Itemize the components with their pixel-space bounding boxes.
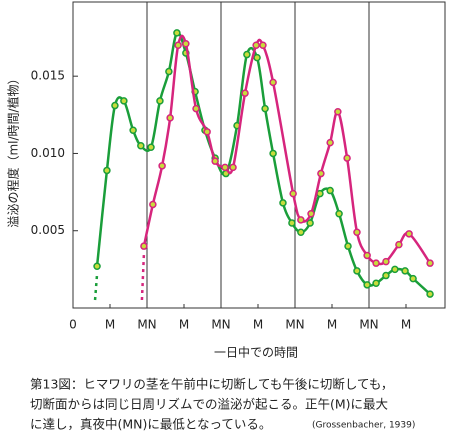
caption-line: 切断面からは同じ日周リズムでの溢泌が起こる。正午(M)に最大 bbox=[30, 397, 388, 412]
point bbox=[158, 162, 166, 170]
x-axis-label: 一日中での時間 bbox=[214, 345, 298, 360]
point bbox=[372, 279, 380, 288]
lead-in bbox=[93, 274, 99, 301]
point bbox=[203, 128, 211, 136]
point bbox=[166, 114, 174, 122]
point bbox=[140, 242, 148, 250]
point bbox=[93, 262, 101, 271]
point bbox=[426, 290, 434, 298]
point bbox=[372, 259, 380, 267]
x-tick-label: M bbox=[253, 318, 263, 332]
plot-frame bbox=[72, 1, 446, 309]
point bbox=[335, 209, 343, 218]
point bbox=[317, 169, 325, 178]
point bbox=[306, 219, 314, 227]
x-tick-label: MN bbox=[211, 318, 230, 332]
point bbox=[297, 216, 305, 224]
point bbox=[279, 199, 287, 207]
y-tick-label: 0.005 bbox=[31, 223, 65, 237]
point bbox=[252, 41, 260, 50]
point bbox=[289, 189, 297, 198]
point bbox=[120, 97, 128, 105]
point bbox=[288, 219, 296, 227]
point bbox=[129, 126, 137, 135]
caption-line: に達し，真夜中(MN)に最低となっている。 bbox=[30, 417, 271, 432]
point bbox=[253, 53, 261, 62]
x-tick-label: M bbox=[327, 318, 337, 332]
point bbox=[269, 149, 277, 158]
x-tick-label: M bbox=[105, 318, 115, 332]
point bbox=[211, 157, 219, 165]
point bbox=[353, 228, 361, 237]
point bbox=[391, 265, 399, 274]
lead-in bbox=[140, 254, 146, 301]
x-tick-label: M bbox=[401, 318, 411, 332]
y-axis-label: 溢泌の程度（ml/時間/植物） bbox=[6, 72, 21, 227]
citation: (Grossenbacher, 1939) bbox=[312, 421, 415, 431]
point bbox=[405, 230, 413, 238]
point bbox=[382, 257, 390, 266]
point bbox=[259, 41, 267, 50]
caption-line: 第13図：ヒマワリの茎を午前中に切断しても午後に切断しても， bbox=[30, 377, 393, 392]
point bbox=[192, 104, 200, 113]
x-tick-label: 0 bbox=[69, 318, 77, 332]
point bbox=[156, 97, 164, 105]
point bbox=[229, 163, 237, 172]
x-tick-label: MN bbox=[359, 318, 378, 332]
series-line bbox=[142, 34, 432, 266]
point bbox=[426, 259, 434, 267]
point bbox=[307, 209, 315, 218]
point bbox=[297, 228, 305, 237]
point bbox=[241, 89, 249, 97]
x-tick-label: MN bbox=[137, 318, 156, 332]
point bbox=[344, 242, 352, 250]
point bbox=[147, 143, 155, 152]
point bbox=[326, 138, 334, 147]
point bbox=[409, 274, 417, 283]
point bbox=[326, 186, 334, 195]
point bbox=[334, 107, 342, 116]
y-tick-label: 0.015 bbox=[31, 69, 65, 83]
point bbox=[401, 267, 409, 275]
point bbox=[395, 240, 403, 249]
point bbox=[243, 50, 251, 59]
point bbox=[137, 141, 145, 150]
point bbox=[174, 41, 182, 50]
point bbox=[363, 251, 371, 260]
point bbox=[173, 29, 181, 37]
point bbox=[343, 154, 351, 162]
point bbox=[261, 104, 269, 113]
point bbox=[165, 67, 173, 76]
point bbox=[363, 281, 371, 289]
point bbox=[382, 271, 390, 280]
x-tick-label: M bbox=[179, 318, 189, 332]
point bbox=[353, 267, 361, 275]
point bbox=[221, 163, 229, 172]
point bbox=[182, 39, 190, 48]
y-tick-label: 0.010 bbox=[31, 146, 65, 160]
point bbox=[103, 166, 111, 175]
x-tick-label: MN bbox=[285, 318, 304, 332]
point bbox=[149, 200, 157, 209]
point bbox=[111, 101, 119, 110]
point bbox=[269, 78, 277, 87]
